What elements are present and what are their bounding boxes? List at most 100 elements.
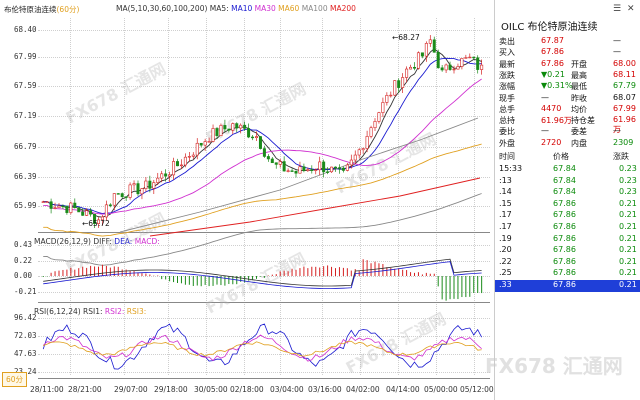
tick-row[interactable]: .20 67.86 0.21: [495, 245, 640, 257]
price-tick-label: 65.99: [14, 201, 37, 210]
quote-label: 持仓差: [571, 116, 595, 126]
candle-body: [432, 39, 436, 53]
tick-cell: 0.21: [619, 256, 637, 266]
quote-row: 委比 — 委差 —: [495, 126, 640, 136]
macd-legend-item: MACD(26,12,9) DIFF:: [34, 237, 115, 246]
candle-body: [341, 167, 345, 171]
chart-plot: ←68.27 ←65.72: [41, 33, 484, 370]
time-tick-label: 03/04:00: [270, 385, 304, 394]
quote-label: 最高: [571, 70, 587, 80]
tick-row[interactable]: .17 67.86 0.21: [495, 210, 640, 222]
tick-row[interactable]: .33 67.86 0.21: [495, 280, 640, 292]
tick-row[interactable]: .25 67.86 0.21: [495, 268, 640, 280]
candle-body: [428, 39, 432, 44]
tick-cell: 67.86: [553, 256, 576, 266]
quote-value: 67.86: [541, 58, 564, 68]
candle-body: [164, 173, 168, 177]
quote-value: 67.86: [541, 47, 564, 57]
candle-body: [140, 188, 144, 195]
ma-legend-item: MA200: [330, 4, 356, 13]
quote-row: 卖出 67.87 —: [495, 36, 640, 46]
quote-label: 涨幅: [499, 82, 515, 92]
rsi-legend: RSI(6,12,24) RSI1: RSI2: RSI3:: [34, 307, 146, 316]
candle-body: [436, 52, 440, 69]
candle-body: [361, 148, 365, 151]
tick-row[interactable]: :13 67.84 0.23: [495, 176, 640, 188]
close-icon[interactable]: ✕: [627, 4, 635, 14]
rsi-line: [42, 323, 483, 370]
rsi-legend-item: RSI(6,12,24) RSI1:: [34, 307, 105, 316]
candle-body: [282, 161, 286, 172]
candle-body: [333, 166, 337, 169]
candle-body: [65, 205, 69, 213]
tick-row[interactable]: .14 67.84 0.23: [495, 187, 640, 199]
candle-body: [314, 169, 318, 171]
period-button[interactable]: 60分: [2, 372, 28, 387]
candle-body: [227, 128, 231, 131]
tick-row[interactable]: 15:33 67.84 0.23: [495, 164, 640, 176]
candle-body: [452, 68, 456, 71]
candle-body: [322, 161, 326, 173]
candle-body: [219, 125, 223, 136]
candle-body: [93, 213, 97, 224]
candle-body: [81, 211, 85, 216]
quote-label: 均价: [571, 104, 587, 114]
candle-body: [298, 166, 302, 174]
tick-cell: 0.21: [619, 245, 637, 255]
candle-body: [270, 158, 274, 164]
quote-label: 昨收: [571, 93, 587, 103]
ma-legend-item: MA10: [231, 4, 255, 13]
tick-cell: .19: [499, 233, 512, 243]
rsi-tick-label: 96.42: [14, 313, 37, 322]
candle-body: [100, 216, 104, 221]
candle-body: [136, 183, 140, 195]
quote-label: 委比: [499, 127, 515, 137]
quote-label: 委差: [571, 127, 587, 137]
candle-body: [172, 161, 176, 176]
quote-value: 61.96万: [613, 115, 636, 135]
candle-body: [373, 121, 377, 129]
candle-body: [69, 202, 73, 213]
low-price-label: ←65.72: [82, 219, 110, 228]
tick-cell: 0.21: [619, 268, 637, 278]
candle-body: [444, 64, 448, 71]
candle-body: [73, 202, 77, 209]
time-tick-label: 28/11:00: [30, 385, 64, 394]
tick-row[interactable]: .19 67.86 0.21: [495, 234, 640, 246]
macd-tick-label: 0.00: [14, 271, 33, 280]
kline-chart[interactable]: 布伦特原油连续(60分) MA(5,10,30,60,100,200) MA5:…: [0, 0, 494, 400]
candle-body: [211, 128, 215, 142]
candle-body: [176, 161, 180, 167]
candle-body: [448, 64, 452, 70]
tick-cell: 67.84: [553, 164, 576, 173]
candle-body: [464, 57, 468, 59]
menu-icon[interactable]: ☰: [613, 4, 622, 14]
divider: [38, 378, 490, 379]
candle-body: [148, 180, 152, 189]
tick-cell: 67.86: [553, 233, 576, 243]
candle-body: [199, 142, 203, 146]
tick-row[interactable]: .15 67.86 0.21: [495, 199, 640, 211]
tick-cell: 0.21: [619, 222, 637, 231]
ma-legend: MA(5,10,30,60,100,200) MA5: MA10 MA30 MA…: [116, 4, 356, 13]
tick-header: 时间 价格 涨跌: [495, 151, 640, 163]
quote-label: 最低: [571, 82, 587, 92]
candle-body: [191, 154, 195, 157]
candle-body: [405, 68, 409, 78]
tick-row[interactable]: .22 67.86 0.21: [495, 257, 640, 269]
rsi-line: [43, 340, 482, 357]
ma200-line: [149, 177, 481, 237]
tick-cell: 0.21: [619, 198, 637, 208]
tick-row[interactable]: .17 67.86 0.21: [495, 222, 640, 234]
ma-legend-item: MA30: [254, 4, 279, 13]
quote-value: 2309: [613, 137, 634, 147]
candle-body: [128, 184, 132, 198]
candle-body: [108, 204, 112, 206]
tick-cell: .25: [499, 268, 512, 278]
price-tick-label: 67.59: [14, 81, 37, 90]
candle-body: [183, 156, 187, 166]
candle-body: [49, 201, 53, 209]
candle-body: [152, 182, 156, 189]
candle-body: [251, 136, 255, 139]
quote-value: —: [541, 92, 549, 102]
